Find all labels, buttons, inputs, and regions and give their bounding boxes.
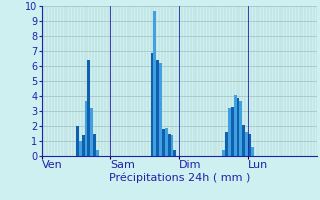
Bar	[165, 128, 168, 156]
Bar	[168, 134, 171, 156]
Bar	[84, 100, 87, 156]
Bar	[222, 150, 225, 156]
Bar	[82, 135, 84, 156]
Bar	[159, 63, 162, 156]
Bar	[251, 147, 254, 156]
Bar	[239, 100, 242, 156]
Bar	[245, 132, 248, 156]
X-axis label: Précipitations 24h ( mm ): Précipitations 24h ( mm )	[108, 173, 250, 183]
Bar	[228, 108, 231, 156]
Bar	[242, 124, 245, 156]
Bar	[171, 135, 173, 156]
Bar	[231, 106, 234, 156]
Bar	[162, 129, 165, 156]
Bar	[156, 60, 159, 156]
Bar	[248, 134, 251, 156]
Bar	[79, 141, 82, 156]
Bar	[87, 60, 90, 156]
Bar	[234, 95, 236, 156]
Bar	[236, 98, 239, 156]
Bar	[225, 132, 228, 156]
Bar	[96, 150, 99, 156]
Bar	[153, 10, 156, 156]
Bar	[90, 108, 93, 156]
Bar	[173, 150, 176, 156]
Bar	[76, 126, 79, 156]
Bar	[93, 134, 96, 156]
Bar	[150, 52, 153, 156]
